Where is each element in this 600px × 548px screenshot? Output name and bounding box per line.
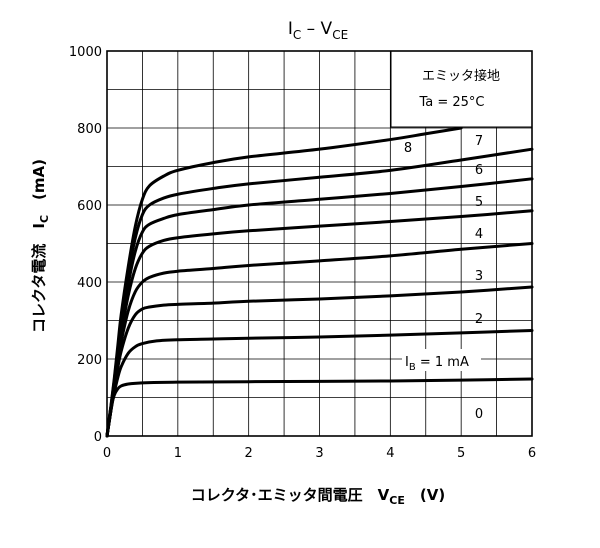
plot-frame bbox=[106, 50, 533, 437]
y-tick-label: 800 bbox=[77, 122, 102, 137]
curve-label-2: 2 bbox=[475, 312, 483, 327]
chart-title: IC – VCE bbox=[288, 19, 348, 42]
curves bbox=[105, 126, 534, 438]
y-tick-label: 200 bbox=[77, 353, 102, 368]
curve-label-5: 5 bbox=[475, 195, 483, 210]
x-axis-label: コレクタ･エミッタ間電圧 VCE (V) bbox=[191, 486, 445, 507]
y-tick-label: 400 bbox=[77, 276, 102, 291]
x-tick-label: 3 bbox=[315, 446, 323, 461]
legend-line-2: Ta = 25°C bbox=[418, 95, 484, 110]
x-tick-label: 4 bbox=[386, 446, 394, 461]
y-axis-label: コレクタ電流 IC (mA) bbox=[30, 159, 51, 333]
x-tick-label: 6 bbox=[528, 446, 536, 461]
curve-labels: 0 2 3 4 5 6 7 8 bbox=[404, 134, 483, 422]
legend-box bbox=[390, 50, 533, 128]
x-tick-label: 5 bbox=[457, 446, 465, 461]
ib-label: IB = 1 mA bbox=[405, 355, 469, 373]
curve-label-6: 6 bbox=[475, 163, 483, 178]
legend-line-1: エミッタ接地 bbox=[422, 68, 500, 84]
curve-label-4: 4 bbox=[475, 227, 483, 242]
tick-labels: 0 1 2 3 4 5 6 0 200 400 600 800 1000 bbox=[69, 45, 536, 461]
y-tick-label: 600 bbox=[77, 199, 102, 214]
x-tick-label: 0 bbox=[103, 446, 111, 461]
ib-label-bg bbox=[402, 349, 481, 371]
curve-label-0: 0 bbox=[475, 407, 483, 422]
curve-label-3: 3 bbox=[475, 269, 483, 284]
curve-label-8: 8 bbox=[404, 141, 412, 156]
x-tick-label: 1 bbox=[174, 446, 182, 461]
y-tick-label: 1000 bbox=[69, 45, 102, 60]
x-tick-label: 2 bbox=[245, 446, 253, 461]
curve-label-7: 7 bbox=[475, 134, 483, 149]
curve-ib-8 bbox=[105, 126, 463, 438]
y-tick-label: 0 bbox=[94, 430, 102, 445]
